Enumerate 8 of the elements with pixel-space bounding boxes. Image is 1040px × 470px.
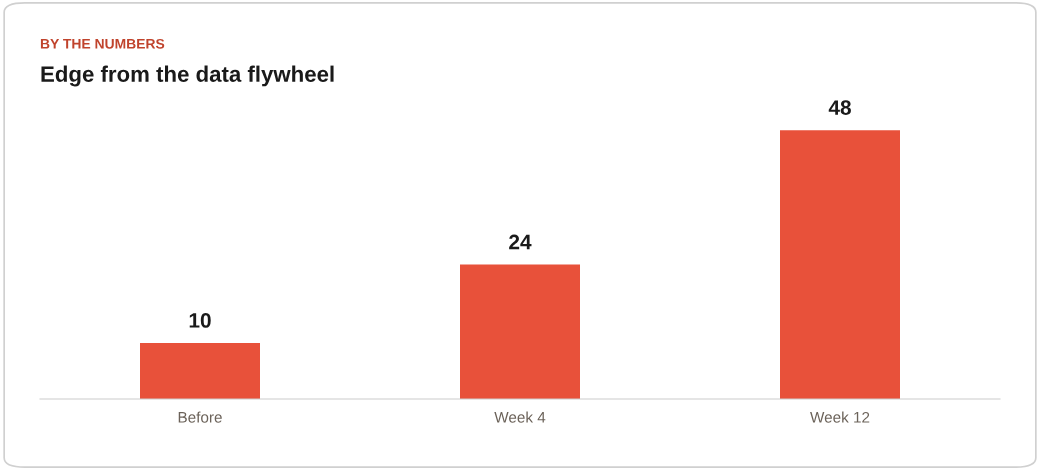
chart-title: Edge from the data flywheel — [41, 65, 334, 87]
x-tick-label: Before — [178, 411, 222, 423]
chart-subtitle: BY THE NUMBERS — [40, 38, 165, 49]
data-label: 48 — [828, 100, 851, 115]
x-tick-label: Week 4 — [494, 411, 546, 423]
data-label: 24 — [509, 234, 532, 250]
x-tick-label: Week 12 — [810, 411, 870, 423]
data-label: 10 — [189, 313, 211, 328]
